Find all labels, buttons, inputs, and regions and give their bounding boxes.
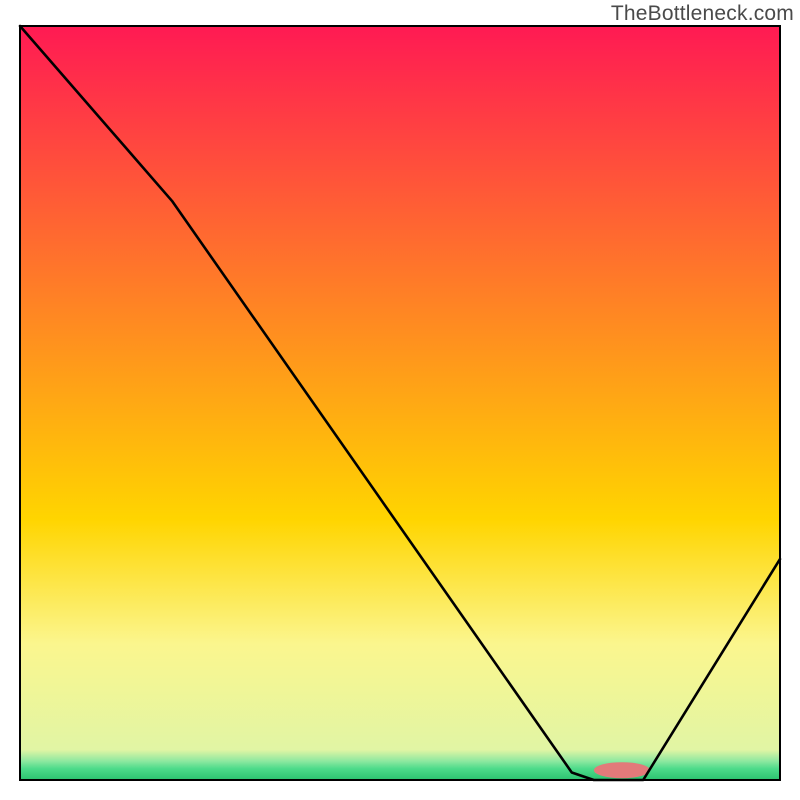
chart-container: TheBottleneck.com <box>0 0 800 800</box>
watermark-text: TheBottleneck.com <box>611 2 794 26</box>
optimal-marker <box>594 762 650 778</box>
bottleneck-curve-chart <box>0 0 800 800</box>
